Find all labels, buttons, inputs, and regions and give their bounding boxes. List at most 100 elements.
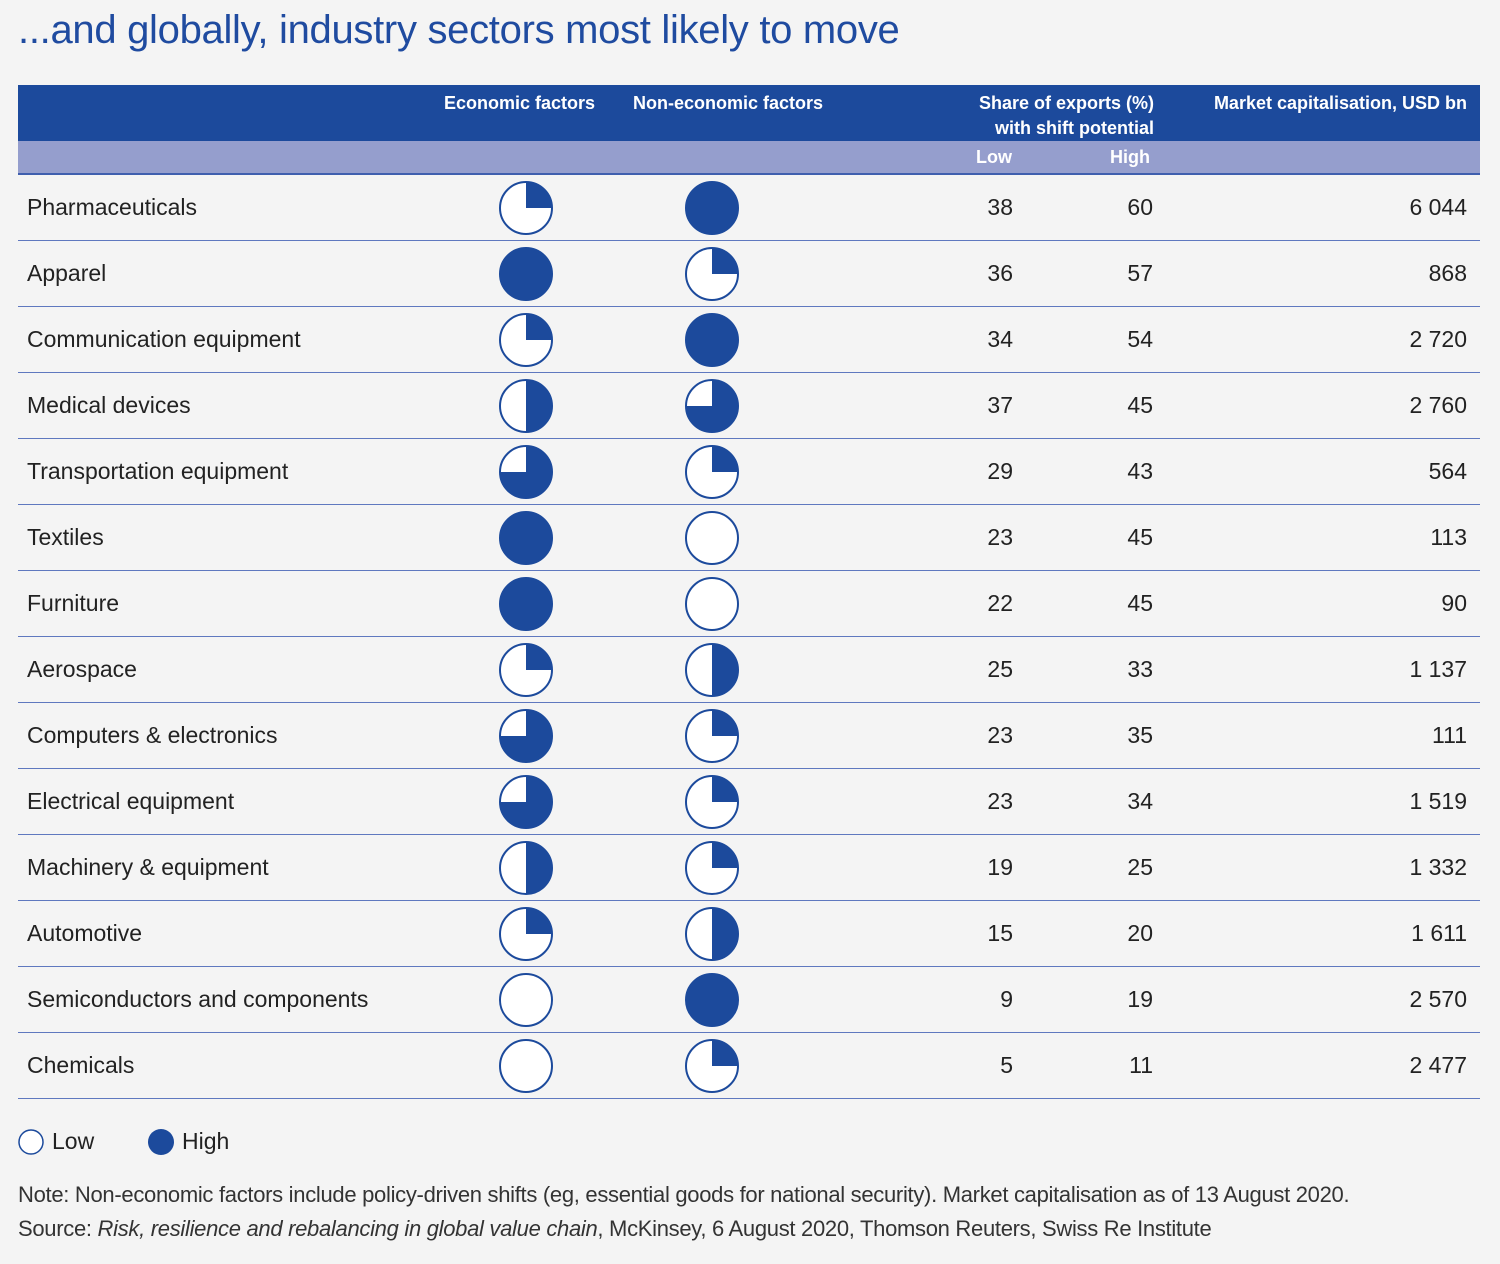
header-share-line1: Share of exports (%)	[978, 93, 1154, 113]
share-high: 60	[1127, 194, 1153, 220]
share-low: 29	[987, 458, 1013, 484]
note-text: Note: Non-economic factors include polic…	[18, 1182, 1350, 1207]
ball-outline	[685, 313, 739, 367]
ball-outline	[499, 973, 553, 1027]
economic-harvey-ball-icon	[499, 445, 553, 499]
share-low: 23	[987, 524, 1013, 550]
ball-outline	[499, 511, 553, 565]
economic-harvey-ball-icon	[499, 511, 553, 565]
ball-fill	[500, 446, 552, 498]
table-row: Pharmaceuticals 38 60 6 044	[18, 175, 1480, 241]
sector-name: Computers & electronics	[27, 722, 278, 748]
sector-name: Transportation equipment	[27, 458, 289, 484]
share-high: 45	[1127, 524, 1153, 550]
non-economic-harvey-ball-icon	[685, 181, 739, 235]
share-low: 23	[987, 722, 1013, 748]
non-economic-harvey-ball-icon	[685, 643, 739, 697]
non-economic-harvey-ball-icon	[685, 907, 739, 961]
share-low: 19	[987, 854, 1013, 880]
market-cap: 1 519	[1409, 788, 1467, 814]
sector-name: Semiconductors and components	[27, 986, 369, 1012]
market-cap: 6 044	[1409, 194, 1467, 220]
ball-fill	[712, 842, 738, 868]
table-row: Computers & electronics 23 35 111	[18, 703, 1480, 769]
share-low: 9	[1000, 986, 1013, 1012]
non-economic-harvey-ball-icon	[685, 1039, 739, 1093]
sector-name: Electrical equipment	[27, 788, 235, 814]
legend-high: High	[148, 1128, 229, 1155]
table-row: Chemicals 5 11 2 477	[18, 1033, 1480, 1099]
header-market-cap: Market capitalisation, USD bn	[1213, 93, 1467, 113]
ball-outline	[499, 247, 553, 301]
ball-fill	[712, 248, 738, 274]
table-row: Electrical equipment 23 34 1 519	[18, 769, 1480, 835]
sector-name: Medical devices	[27, 392, 191, 418]
market-cap: 2 720	[1409, 326, 1467, 352]
header-high: High	[1110, 147, 1150, 167]
share-high: 45	[1127, 392, 1153, 418]
ball-fill	[712, 644, 738, 696]
ball-outline	[499, 577, 553, 631]
economic-harvey-ball-icon	[499, 577, 553, 631]
ball-outline	[685, 577, 739, 631]
economic-harvey-ball-icon	[499, 1039, 553, 1093]
share-low: 34	[987, 326, 1013, 352]
source-text: Source: Risk, resilience and rebalancing…	[18, 1216, 1212, 1241]
economic-harvey-ball-icon	[499, 313, 553, 367]
sector-table: Economic factors Non-economic factors Sh…	[18, 85, 1480, 1099]
share-low: 37	[987, 392, 1013, 418]
sector-name: Aerospace	[27, 656, 137, 682]
header-non-economic: Non-economic factors	[633, 93, 824, 113]
table-header: Economic factors Non-economic factors Sh…	[18, 85, 1480, 141]
sector-name: Machinery & equipment	[27, 854, 269, 880]
legend-low: Low	[18, 1128, 94, 1155]
economic-harvey-ball-icon	[499, 181, 553, 235]
empty-circle-icon	[18, 1128, 44, 1155]
economic-harvey-ball-icon	[499, 775, 553, 829]
ball-fill	[712, 908, 738, 960]
ball-fill	[712, 446, 738, 472]
share-low: 38	[987, 194, 1013, 220]
share-high: 34	[1127, 788, 1153, 814]
table-row: Textiles 23 45 113	[18, 505, 1480, 571]
notes: Note: Non-economic factors include polic…	[18, 1178, 1350, 1246]
economic-harvey-ball-icon	[499, 247, 553, 301]
non-economic-harvey-ball-icon	[685, 841, 739, 895]
ball-fill	[712, 776, 738, 802]
share-high: 45	[1127, 590, 1153, 616]
economic-harvey-ball-icon	[499, 907, 553, 961]
non-economic-harvey-ball-icon	[685, 511, 739, 565]
table-row: Transportation equipment 29 43 564	[18, 439, 1480, 505]
table-row: Communication equipment 34 54 2 720	[18, 307, 1480, 373]
non-economic-harvey-ball-icon	[685, 775, 739, 829]
market-cap: 90	[1441, 590, 1467, 616]
table-row: Semiconductors and components 9 19 2 570	[18, 967, 1480, 1033]
share-low: 36	[987, 260, 1013, 286]
ball-fill	[712, 710, 738, 736]
non-economic-harvey-ball-icon	[685, 973, 739, 1027]
sector-name: Pharmaceuticals	[27, 194, 198, 220]
market-cap: 111	[1432, 722, 1467, 748]
share-high: 54	[1127, 326, 1153, 352]
market-cap: 1 137	[1409, 656, 1467, 682]
market-cap: 113	[1430, 524, 1467, 550]
share-high: 43	[1127, 458, 1153, 484]
share-high: 11	[1129, 1052, 1153, 1078]
non-economic-harvey-ball-icon	[685, 379, 739, 433]
non-economic-harvey-ball-icon	[685, 247, 739, 301]
ball-fill	[500, 776, 552, 828]
share-low: 23	[987, 788, 1013, 814]
share-high: 35	[1127, 722, 1153, 748]
non-economic-harvey-ball-icon	[685, 577, 739, 631]
share-high: 25	[1127, 854, 1153, 880]
share-high: 33	[1127, 656, 1153, 682]
ball-outline	[685, 181, 739, 235]
table-subheader: Low High	[18, 141, 1480, 175]
economic-harvey-ball-icon	[499, 379, 553, 433]
economic-harvey-ball-icon	[499, 841, 553, 895]
economic-harvey-ball-icon	[499, 709, 553, 763]
ball-outline	[685, 973, 739, 1027]
share-high: 20	[1127, 920, 1153, 946]
market-cap: 564	[1428, 458, 1467, 484]
ball-fill	[712, 1040, 738, 1066]
